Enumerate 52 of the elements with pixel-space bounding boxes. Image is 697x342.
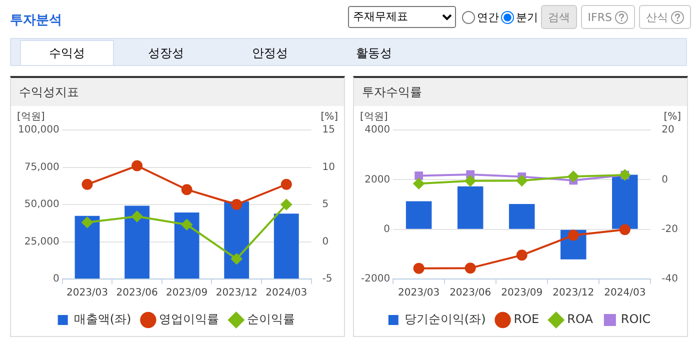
y-tick-label: 50,000 <box>24 199 60 210</box>
legend-label: ROE <box>514 312 540 326</box>
y2-tick-label: 0 <box>322 236 329 248</box>
legend-label: 순이익률 <box>247 312 296 326</box>
y2-tick-label: 10 <box>322 162 336 173</box>
y2-tick-label: 15 <box>322 124 336 136</box>
text: 활동성 <box>355 45 393 62</box>
text: 검색 <box>540 5 577 29</box>
text: 연간 <box>476 10 499 26</box>
y-tick-label: -2000 <box>360 274 390 285</box>
text: IFRS <box>580 5 635 29</box>
y2-axis-title: [%] <box>664 112 682 123</box>
y2-axis-title: [%] <box>320 112 338 123</box>
x-tick-label: 2023/12 <box>552 288 594 299</box>
y2-tick-label: 0 <box>662 174 668 186</box>
x-tick-label: 2023/03 <box>66 288 108 299</box>
y2-tick-label: -5 <box>322 274 332 285</box>
chart-title: 수익성지표 <box>11 78 344 106</box>
y2-tick-label: -40 <box>662 274 678 285</box>
y2-tick-label: 5 <box>322 199 329 210</box>
y-tick-label: 75,000 <box>24 162 60 173</box>
y-tick-label: 4000 <box>364 124 390 136</box>
x-tick-label: 2024/03 <box>604 288 646 299</box>
y-tick-label: 0 <box>52 274 60 285</box>
x-tick-label: 2023/06 <box>450 288 492 299</box>
legend-label: 당기순이익(좌) <box>404 312 486 326</box>
y-axis-title: [억원] <box>17 112 45 123</box>
y-tick-label: 0 <box>384 224 390 235</box>
text: 투자분석 <box>10 12 63 29</box>
legend-label: ROIC <box>620 312 651 326</box>
x-tick-label: 2023/06 <box>116 288 158 299</box>
legend-label: 영업이익률 <box>159 312 220 326</box>
y-tick-label: 100,000 <box>18 124 60 136</box>
y-axis-title: [억원] <box>360 112 388 123</box>
text: 안정성 <box>251 45 289 62</box>
x-tick-label: 2023/12 <box>216 288 258 299</box>
legend-label: ROA <box>567 312 594 326</box>
text: 수익성 <box>20 40 114 65</box>
x-tick-label: 2023/09 <box>166 288 208 299</box>
y-tick-label: 2000 <box>364 174 390 186</box>
legend-label: 매출액(좌) <box>74 312 132 326</box>
text: 주재무제표 <box>348 6 456 28</box>
chart-title: 투자수익률 <box>354 78 687 106</box>
y2-tick-label: 20 <box>662 124 674 136</box>
x-tick-label: 2023/09 <box>501 288 543 299</box>
x-tick-label: 2023/03 <box>398 288 440 299</box>
y-tick-label: 25,000 <box>24 236 60 248</box>
text: 분기 <box>514 10 538 26</box>
y2-tick-label: -20 <box>662 224 678 235</box>
text: 산식 <box>639 5 691 29</box>
x-tick-label: 2024/03 <box>266 288 308 299</box>
text: 성장성 <box>147 45 185 62</box>
